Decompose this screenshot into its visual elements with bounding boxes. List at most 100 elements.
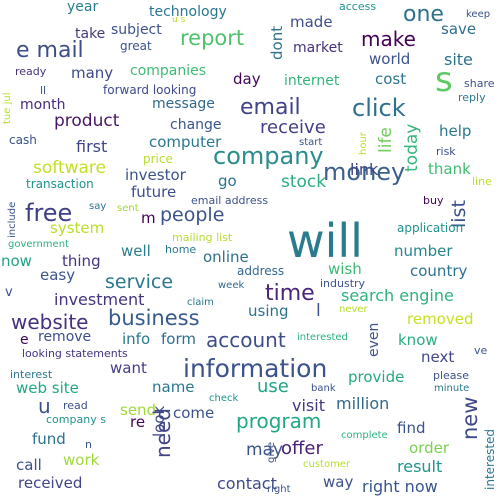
word-web-site: web site bbox=[16, 379, 79, 397]
word-thing: thing bbox=[62, 252, 101, 270]
word-stock: stock bbox=[281, 172, 327, 192]
word-will: will bbox=[287, 214, 363, 268]
word-people: people bbox=[160, 204, 225, 226]
word-call: call bbox=[16, 456, 42, 474]
word-week: week bbox=[218, 280, 245, 291]
word-bank: bank bbox=[311, 383, 336, 394]
word-easy: easy bbox=[40, 266, 76, 284]
word-number: number bbox=[394, 242, 453, 260]
word-wish: wish bbox=[328, 260, 362, 278]
word-year: year bbox=[67, 0, 99, 15]
word-offer: offer bbox=[281, 438, 323, 459]
word-ready: ready bbox=[15, 65, 47, 78]
word-email-address: email address bbox=[191, 194, 269, 207]
word-subject: subject bbox=[111, 22, 162, 38]
word-form: form bbox=[161, 330, 196, 348]
word-risk: risk bbox=[436, 145, 456, 158]
word-work: work bbox=[63, 451, 100, 469]
word-million: million bbox=[336, 394, 390, 413]
word-read: read bbox=[63, 399, 88, 412]
word-investor: investor bbox=[125, 166, 186, 184]
word-cash: cash bbox=[9, 133, 37, 147]
word-m: m bbox=[141, 209, 156, 227]
word-country: country bbox=[410, 262, 468, 280]
word-system: system bbox=[50, 219, 105, 237]
word-minute: minute bbox=[434, 383, 470, 394]
word-tue-jul: tue jul bbox=[2, 92, 13, 124]
word-government: government bbox=[8, 239, 69, 250]
word-world: world bbox=[369, 50, 411, 68]
word-contact: contact bbox=[217, 474, 277, 493]
word-life: life bbox=[376, 127, 396, 153]
word-right-now: right now bbox=[362, 477, 438, 496]
word-internet: internet bbox=[284, 73, 340, 89]
word-time: time bbox=[265, 281, 315, 306]
word-software: software bbox=[33, 158, 107, 178]
word-future: future bbox=[131, 183, 177, 201]
word-help: help bbox=[439, 122, 472, 140]
word-want: want bbox=[110, 359, 147, 377]
word-site: site bbox=[444, 50, 473, 69]
word-business: business bbox=[108, 306, 200, 330]
word-include: include bbox=[7, 201, 18, 238]
word-product: product bbox=[54, 111, 120, 131]
word-receive: receive bbox=[260, 117, 326, 138]
word-make: make bbox=[361, 27, 416, 51]
word-home: home bbox=[165, 243, 197, 256]
word-program: program bbox=[236, 409, 322, 433]
word-hour: hour bbox=[358, 132, 369, 155]
word-n: n bbox=[85, 438, 92, 451]
word-next: next bbox=[421, 348, 455, 366]
word-start: start bbox=[299, 137, 323, 148]
word-l: l bbox=[316, 301, 321, 321]
word-may: may bbox=[246, 440, 284, 460]
word-price: price bbox=[143, 152, 173, 166]
word-check: check bbox=[209, 393, 239, 404]
word-v: v bbox=[5, 285, 13, 300]
word-application: application bbox=[397, 221, 464, 235]
word-one: one bbox=[403, 2, 444, 27]
word-now: now bbox=[1, 252, 32, 270]
word-service: service bbox=[105, 271, 174, 293]
word-e: e bbox=[20, 332, 29, 348]
word-s: s bbox=[435, 60, 453, 100]
word-using: using bbox=[248, 302, 289, 320]
word-day: day bbox=[233, 70, 261, 88]
word-customer: customer bbox=[303, 459, 351, 470]
word-industry: industry bbox=[320, 277, 366, 290]
word-please: please bbox=[433, 369, 470, 382]
word-month: month bbox=[20, 97, 66, 113]
word-name: name bbox=[152, 378, 195, 396]
word-buy: buy bbox=[423, 194, 444, 207]
word-ll: ll bbox=[40, 84, 47, 97]
word-e-mail: e mail bbox=[16, 38, 84, 63]
word-access: access bbox=[339, 0, 377, 13]
word-made: made bbox=[290, 13, 333, 31]
word-complete: complete bbox=[341, 430, 388, 441]
word-new: new bbox=[458, 396, 482, 440]
word-look: look bbox=[150, 405, 168, 437]
word-looking-statements: looking statements bbox=[22, 347, 128, 360]
word-website: website bbox=[11, 310, 89, 334]
word-come: come bbox=[173, 404, 215, 422]
word-line: line bbox=[472, 175, 492, 188]
word-reply: reply bbox=[458, 91, 486, 104]
word-company: company bbox=[213, 142, 324, 170]
word-information: information bbox=[183, 354, 328, 383]
word-link: link bbox=[350, 160, 379, 179]
word-right: right bbox=[267, 484, 291, 495]
word-dont: dont bbox=[268, 25, 286, 60]
word-many: many bbox=[71, 64, 114, 82]
word-market: market bbox=[293, 40, 343, 56]
word-know: know bbox=[398, 331, 438, 349]
word-ve: ve bbox=[474, 344, 488, 357]
word-click: click bbox=[352, 94, 406, 122]
word-say: say bbox=[89, 201, 107, 212]
word-go: go bbox=[218, 172, 237, 190]
word-thank: thank bbox=[428, 160, 471, 178]
word-mailing-list: mailing list bbox=[172, 231, 233, 244]
word-interested-vertical: interested bbox=[483, 428, 497, 490]
word-visit: visit bbox=[292, 396, 325, 415]
word-company-s: company s bbox=[46, 413, 106, 426]
